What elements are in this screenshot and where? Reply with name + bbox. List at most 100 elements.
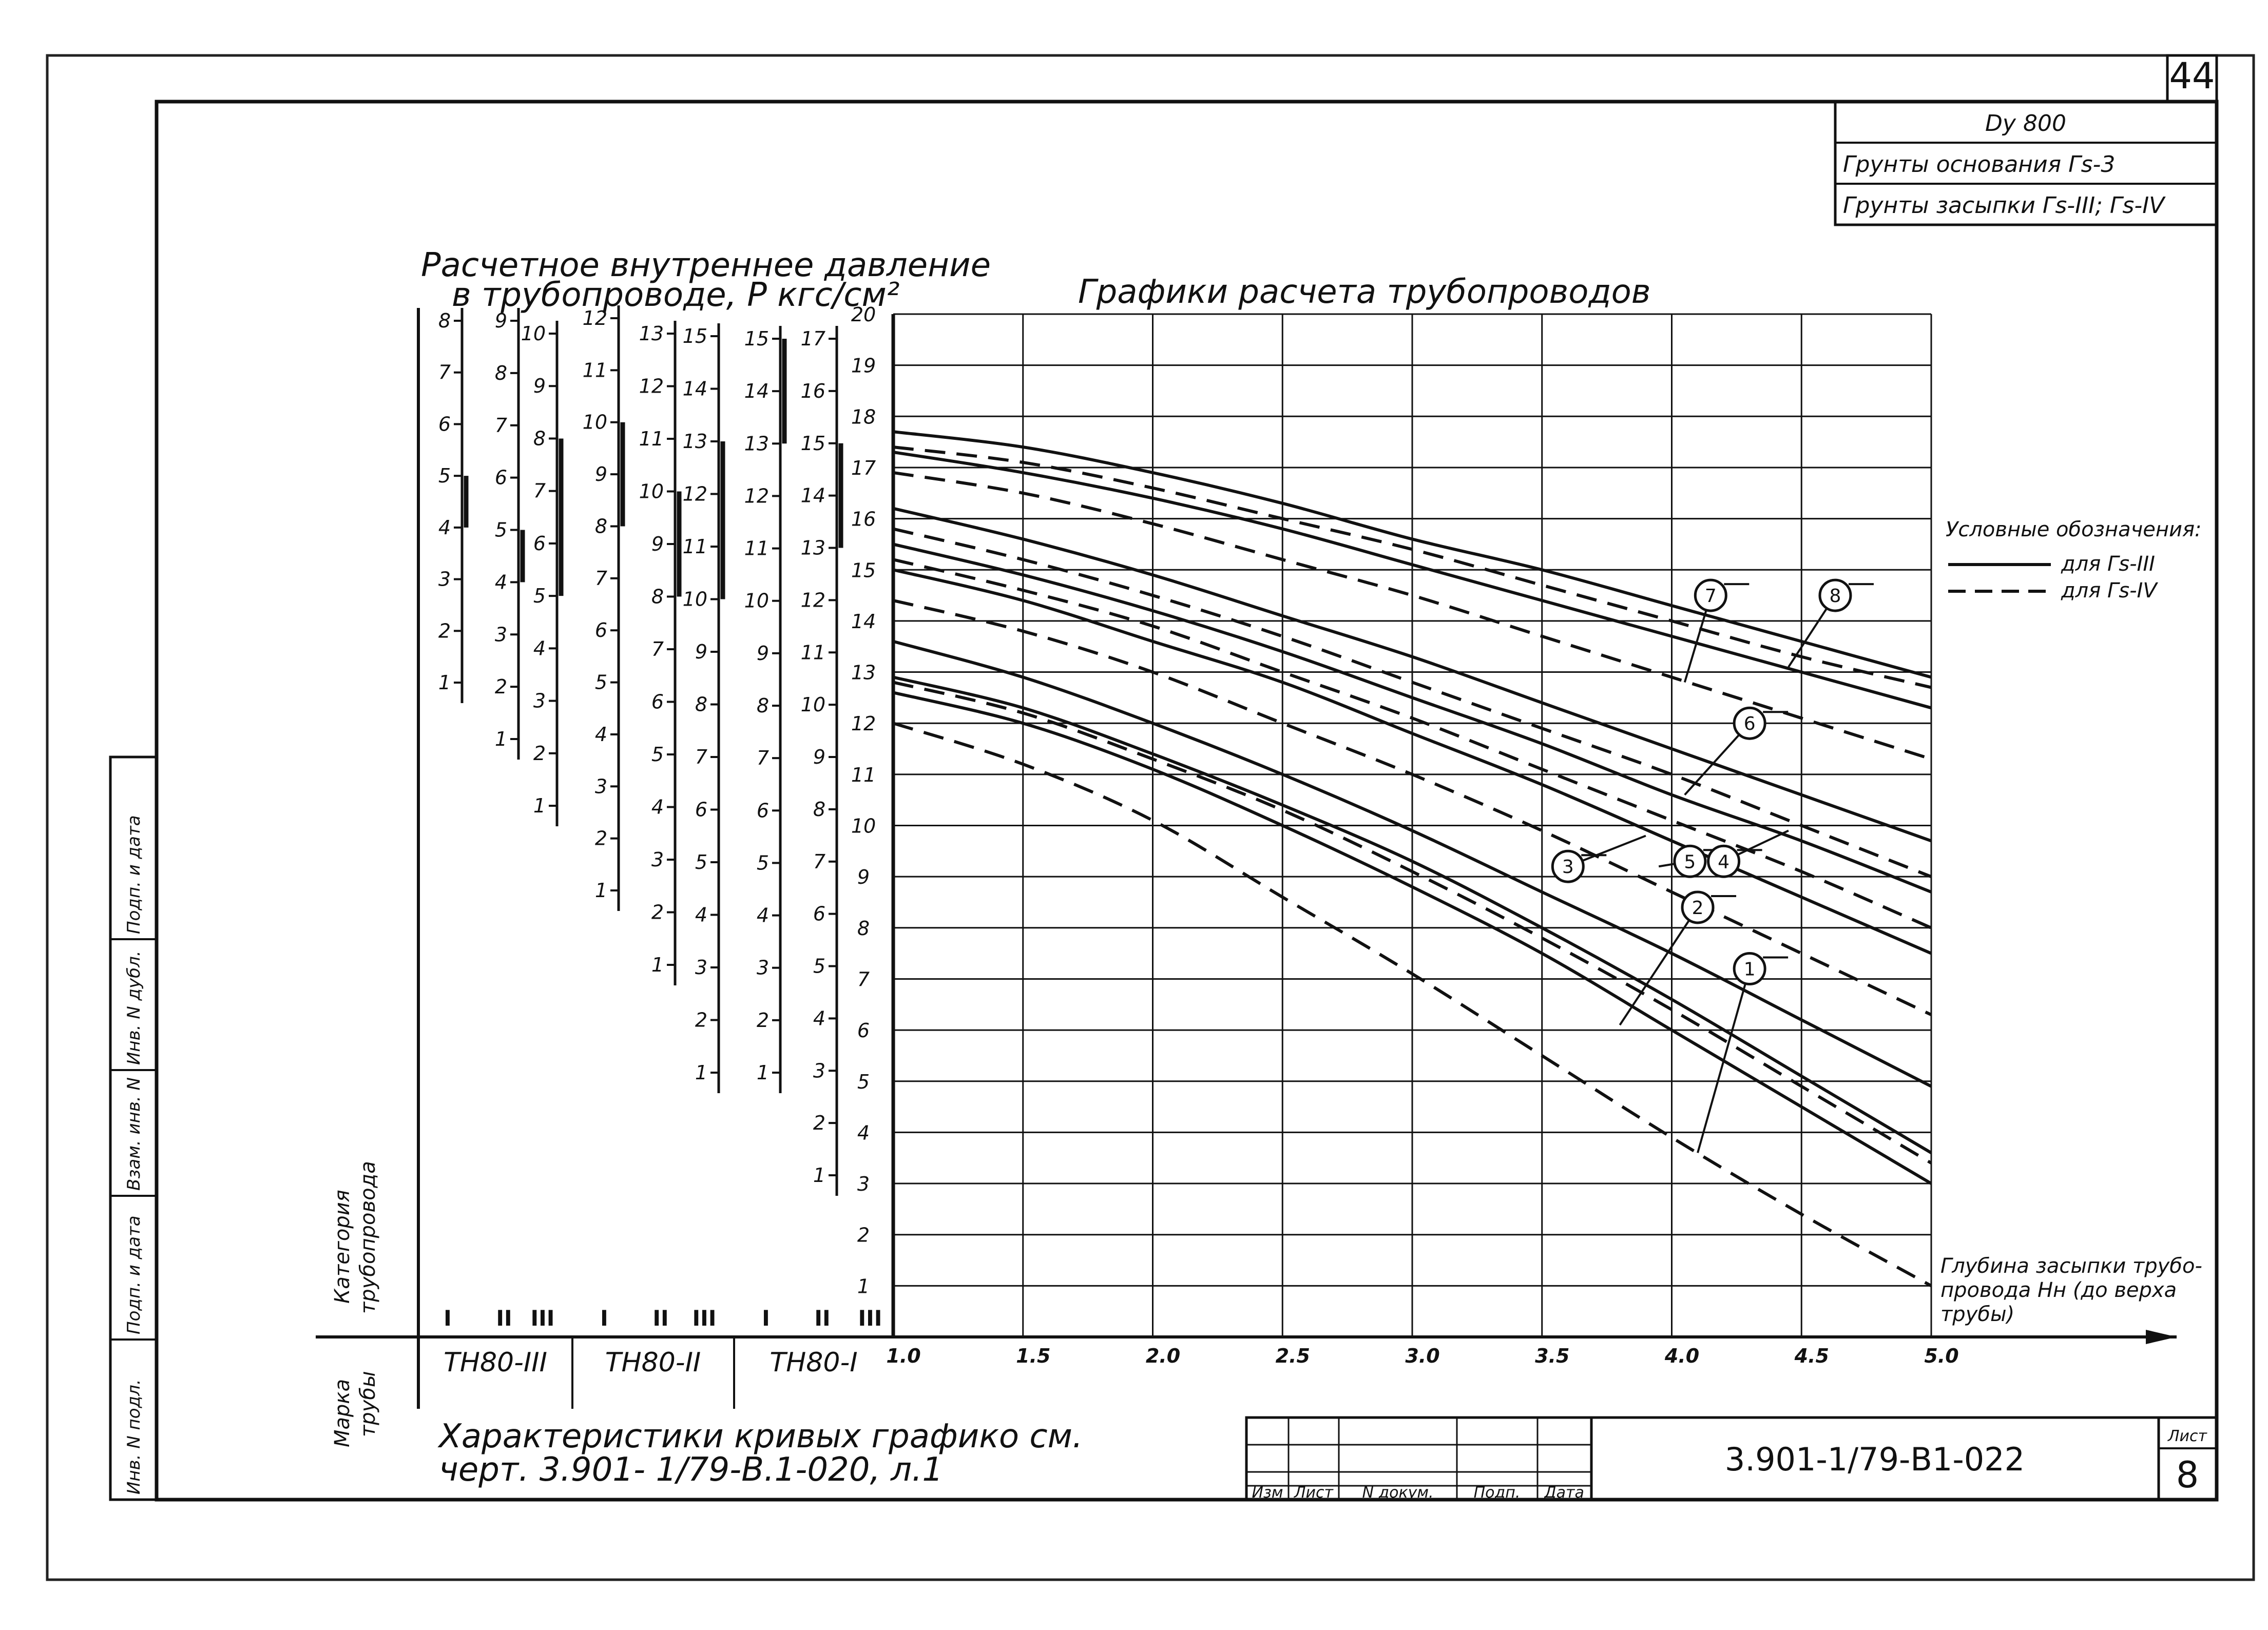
curve-8-dashed <box>893 558 1932 929</box>
curve-13-dashed <box>893 681 1932 1165</box>
curve-label-8: 8 <box>1830 586 1841 607</box>
y-tick-label: 6 <box>857 1019 870 1042</box>
scale-tick-label: 2 <box>695 1009 707 1032</box>
scale-tick-label: 12 <box>683 483 707 506</box>
curve-label-circle <box>1818 578 1852 612</box>
chart-title: Графики расчета трубопроводов <box>1078 273 1651 311</box>
curve-label-circle <box>1681 890 1715 924</box>
curve-label-3: 3 <box>1562 857 1574 878</box>
curve-label-5: 5 <box>1684 851 1696 872</box>
x-tick-label: 2.0 <box>1146 1345 1180 1367</box>
category-label: I <box>444 1306 452 1331</box>
scale-tick-label: 15 <box>683 325 707 347</box>
legend: Условные обозначения: для Гs-III для Гs-… <box>1946 518 2202 603</box>
scale-tick-label: 8 <box>495 362 507 384</box>
characteristics-note-line2: черт. 3.901- 1/79-В.1-020, л.1 <box>439 1451 943 1489</box>
pressure-title-line2: в трубопроводе, P кгс/см² <box>452 276 899 314</box>
scale-tick-label: 3 <box>495 623 507 646</box>
y-tick-label: 10 <box>851 815 876 838</box>
scale-tick-label: 8 <box>651 586 664 608</box>
scale-tick-label: 2 <box>438 619 451 642</box>
curve-label-1: 1 <box>1744 959 1756 980</box>
scale-tick-label: 5 <box>651 743 664 766</box>
scale-tick-label: 4 <box>757 904 769 927</box>
scale-tick-label: 5 <box>695 851 707 874</box>
x-axis-label-line2: провода Нн (до верха <box>1940 1278 2177 1302</box>
x-axis-label-line3: трубы) <box>1940 1303 2014 1326</box>
curve-label-leader <box>1697 968 1751 1153</box>
y-tick-label: 17 <box>851 457 876 479</box>
scale-tick-label: 13 <box>683 430 707 453</box>
scale-tick-label: 7 <box>595 567 607 590</box>
scale-tick-label: 10 <box>639 480 664 503</box>
scale-tick-label: 9 <box>695 641 707 663</box>
scale-tick-label: 2 <box>757 1009 769 1032</box>
stamp-podp-data-2: Подп. и дата <box>124 815 144 934</box>
scale-tick-label: 9 <box>757 642 769 665</box>
title-col-data: Дата <box>1543 1484 1584 1502</box>
scale-tick-label: 6 <box>757 799 769 822</box>
curve-11-solid <box>893 639 1932 1088</box>
title-col-podp: Подп. <box>1474 1484 1521 1502</box>
scale-tick-label: 1 <box>438 671 451 694</box>
category-label: II <box>652 1306 668 1331</box>
y-tick-label: 9 <box>857 866 870 888</box>
y-tick-label: 14 <box>851 610 876 633</box>
scale-tick-label: 11 <box>801 641 825 664</box>
scale-tick-label: 7 <box>533 480 546 502</box>
curve-label-2: 2 <box>1692 898 1704 919</box>
scale-tick-label: 3 <box>757 957 769 979</box>
sheet-number: 8 <box>2176 1454 2199 1496</box>
y-tick-label: 11 <box>851 764 876 786</box>
brand-label-th80-1: ТН80-I <box>770 1347 857 1378</box>
scale-tick-label: 5 <box>757 851 769 874</box>
brand-label-th80-3: ТН80-III <box>444 1347 547 1378</box>
y-tick-label: 12 <box>851 712 876 735</box>
x-tick-label: 1.5 <box>1016 1345 1050 1367</box>
scale-tick-label: 1 <box>757 1061 769 1084</box>
scale-tick-label: 2 <box>651 901 664 924</box>
scale-tick-label: 10 <box>801 693 825 716</box>
sheet-label: Лист <box>2167 1427 2208 1445</box>
scale-tick-label: 12 <box>583 307 607 329</box>
curve-2-dashed <box>893 445 1932 689</box>
scale-tick-label: 1 <box>495 728 507 750</box>
title-col-izm: Изм <box>1252 1484 1283 1502</box>
scale-tick-label: 7 <box>438 361 451 384</box>
category-label: II <box>814 1306 830 1331</box>
scale-tick-label: 13 <box>801 537 825 559</box>
curve-label-7: 7 <box>1705 586 1717 607</box>
scale-tick-label: 3 <box>533 690 546 712</box>
scale-tick-label: 7 <box>695 746 707 768</box>
header-base-soil: Грунты основания Гs-3 <box>1843 151 2115 178</box>
scale-tick-label: 4 <box>533 637 546 659</box>
scale-tick-label: 7 <box>813 850 825 873</box>
curve-label-6: 6 <box>1744 713 1756 734</box>
scale-tick-label: 6 <box>813 903 825 925</box>
legend-dashed-label: для Гs-IV <box>2061 579 2158 603</box>
scale-tick-label: 11 <box>744 537 769 560</box>
side-stamp: Инв. N подл. Подп. и дата Взам. инв. N И… <box>109 755 158 1501</box>
header-box: Dy 800 Грунты основания Гs-3 Грунты засы… <box>1834 100 2218 226</box>
pressure-scale-3: 1 2 3 4 5 6 7 8 9 10 III <box>521 321 564 1331</box>
header-backfill-soil: Грунты засыпки Гs-III; Гs-IV <box>1843 192 2166 219</box>
category-label: I <box>762 1306 770 1331</box>
curve-6-dashed <box>893 527 1932 878</box>
category-label: II <box>496 1306 512 1331</box>
scale-tick-label: 1 <box>651 954 664 976</box>
curve-5-solid <box>893 507 1932 843</box>
curve-label-circle <box>1733 706 1766 740</box>
scale-tick-label: 8 <box>695 693 707 716</box>
category-row-label-2: трубопровода <box>356 1161 380 1314</box>
x-axis-arrow <box>2146 1330 2177 1344</box>
curve-4-dashed <box>893 471 1932 761</box>
scale-tick-label: 9 <box>813 746 825 768</box>
scale-tick-label: 14 <box>801 484 825 507</box>
curve-1-solid <box>893 430 1932 679</box>
sheet-corner-number: 44 <box>2166 54 2218 103</box>
